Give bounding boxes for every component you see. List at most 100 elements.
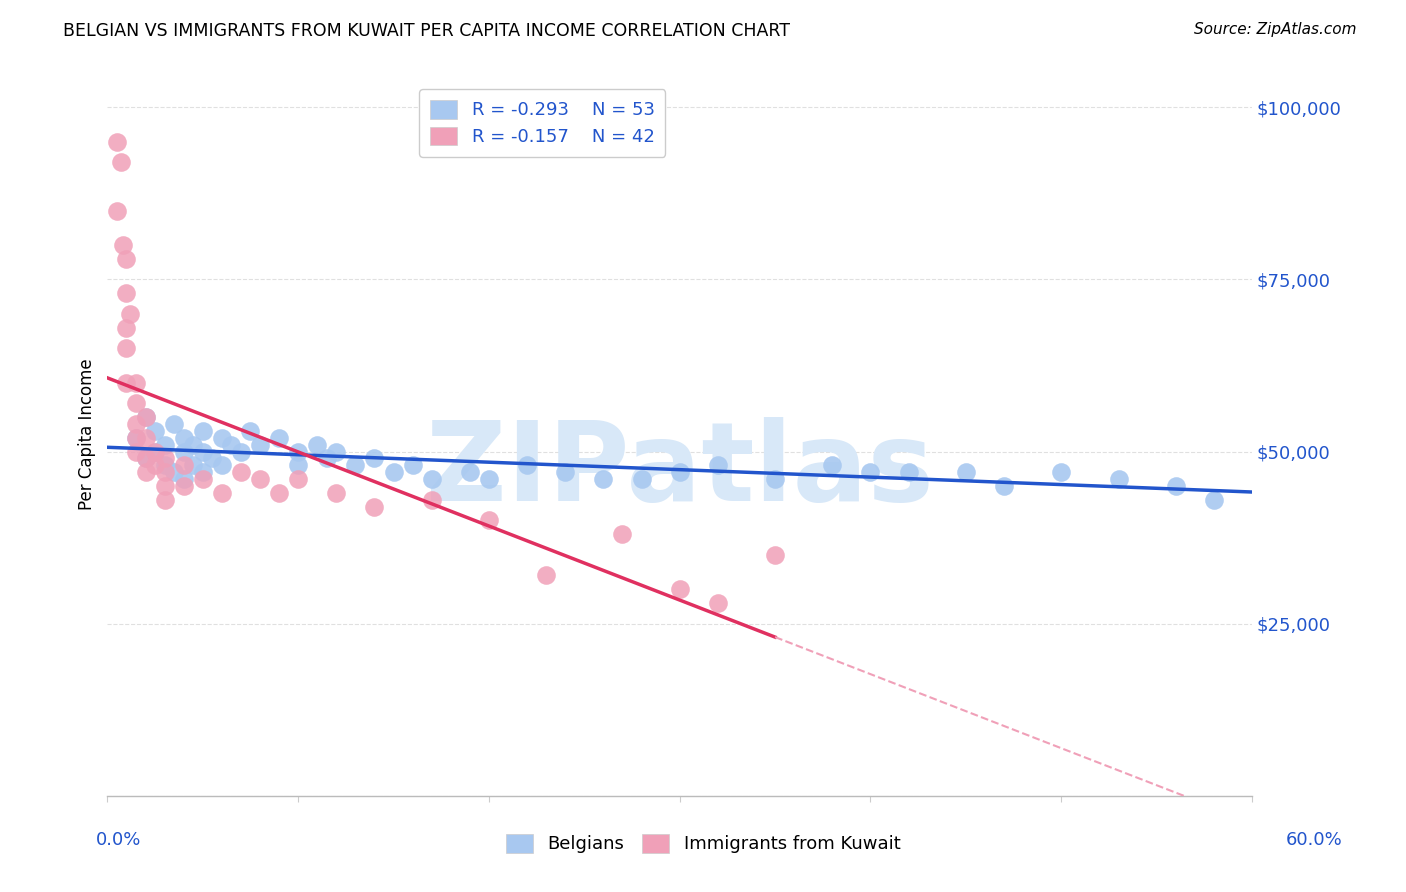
Point bbox=[668, 465, 690, 479]
Legend: Belgians, Immigrants from Kuwait: Belgians, Immigrants from Kuwait bbox=[498, 827, 908, 861]
Point bbox=[344, 458, 367, 473]
Point bbox=[229, 465, 252, 479]
Point bbox=[668, 582, 690, 596]
Point bbox=[707, 458, 730, 473]
Point bbox=[763, 472, 786, 486]
Point bbox=[315, 451, 337, 466]
Point bbox=[897, 465, 920, 479]
Point bbox=[478, 472, 501, 486]
Point bbox=[458, 465, 481, 479]
Point bbox=[143, 424, 166, 438]
Point bbox=[239, 424, 262, 438]
Point bbox=[125, 396, 148, 410]
Point bbox=[143, 444, 166, 458]
Point bbox=[135, 431, 157, 445]
Point bbox=[592, 472, 614, 486]
Point bbox=[191, 465, 214, 479]
Point bbox=[211, 458, 233, 473]
Point bbox=[153, 458, 176, 473]
Point bbox=[153, 479, 176, 493]
Text: BELGIAN VS IMMIGRANTS FROM KUWAIT PER CAPITA INCOME CORRELATION CHART: BELGIAN VS IMMIGRANTS FROM KUWAIT PER CA… bbox=[63, 22, 790, 40]
Point bbox=[125, 376, 148, 390]
Point bbox=[125, 431, 148, 445]
Point bbox=[105, 203, 128, 218]
Point bbox=[363, 500, 385, 514]
Point bbox=[287, 444, 309, 458]
Point bbox=[135, 465, 157, 479]
Point bbox=[173, 458, 195, 473]
Point bbox=[1050, 465, 1073, 479]
Point bbox=[267, 431, 290, 445]
Point bbox=[554, 465, 576, 479]
Point bbox=[382, 465, 405, 479]
Text: 60.0%: 60.0% bbox=[1286, 831, 1343, 849]
Point bbox=[115, 252, 138, 266]
Point bbox=[143, 458, 166, 473]
Point bbox=[325, 444, 347, 458]
Point bbox=[955, 465, 977, 479]
Point bbox=[135, 410, 157, 425]
Point bbox=[1164, 479, 1187, 493]
Point bbox=[401, 458, 423, 473]
Point bbox=[153, 492, 176, 507]
Point bbox=[125, 444, 148, 458]
Point bbox=[173, 479, 195, 493]
Point bbox=[173, 431, 195, 445]
Point bbox=[115, 320, 138, 334]
Point bbox=[325, 485, 347, 500]
Point bbox=[125, 417, 148, 431]
Point bbox=[153, 437, 176, 451]
Point bbox=[1202, 492, 1225, 507]
Point bbox=[287, 458, 309, 473]
Point bbox=[229, 444, 252, 458]
Text: 0.0%: 0.0% bbox=[96, 831, 141, 849]
Point bbox=[115, 341, 138, 355]
Point bbox=[211, 431, 233, 445]
Point bbox=[420, 492, 443, 507]
Point bbox=[1108, 472, 1130, 486]
Point bbox=[763, 548, 786, 562]
Y-axis label: Per Capita Income: Per Capita Income bbox=[79, 359, 96, 510]
Point bbox=[125, 431, 148, 445]
Point bbox=[534, 568, 557, 582]
Point bbox=[287, 472, 309, 486]
Point bbox=[191, 444, 214, 458]
Point bbox=[173, 472, 195, 486]
Point bbox=[115, 286, 138, 301]
Point bbox=[201, 451, 224, 466]
Point bbox=[135, 451, 157, 466]
Point bbox=[516, 458, 538, 473]
Point bbox=[249, 472, 271, 486]
Point bbox=[181, 437, 204, 451]
Point bbox=[363, 451, 385, 466]
Point bbox=[630, 472, 652, 486]
Point bbox=[707, 596, 730, 610]
Point bbox=[135, 451, 157, 466]
Point bbox=[191, 424, 214, 438]
Point bbox=[120, 307, 142, 321]
Point bbox=[420, 472, 443, 486]
Point bbox=[191, 472, 214, 486]
Legend: R = -0.293    N = 53, R = -0.157    N = 42: R = -0.293 N = 53, R = -0.157 N = 42 bbox=[419, 89, 665, 157]
Point bbox=[143, 444, 166, 458]
Point bbox=[821, 458, 844, 473]
Point bbox=[993, 479, 1015, 493]
Point bbox=[115, 376, 138, 390]
Point bbox=[135, 410, 157, 425]
Point bbox=[612, 527, 634, 541]
Point bbox=[307, 437, 329, 451]
Point bbox=[163, 417, 186, 431]
Point bbox=[211, 485, 233, 500]
Text: Source: ZipAtlas.com: Source: ZipAtlas.com bbox=[1194, 22, 1357, 37]
Point bbox=[181, 458, 204, 473]
Point bbox=[153, 451, 176, 466]
Point bbox=[173, 444, 195, 458]
Point bbox=[110, 155, 132, 169]
Point bbox=[111, 238, 134, 252]
Point bbox=[267, 485, 290, 500]
Point bbox=[153, 465, 176, 479]
Point bbox=[478, 513, 501, 527]
Point bbox=[221, 437, 243, 451]
Point bbox=[249, 437, 271, 451]
Point bbox=[105, 135, 128, 149]
